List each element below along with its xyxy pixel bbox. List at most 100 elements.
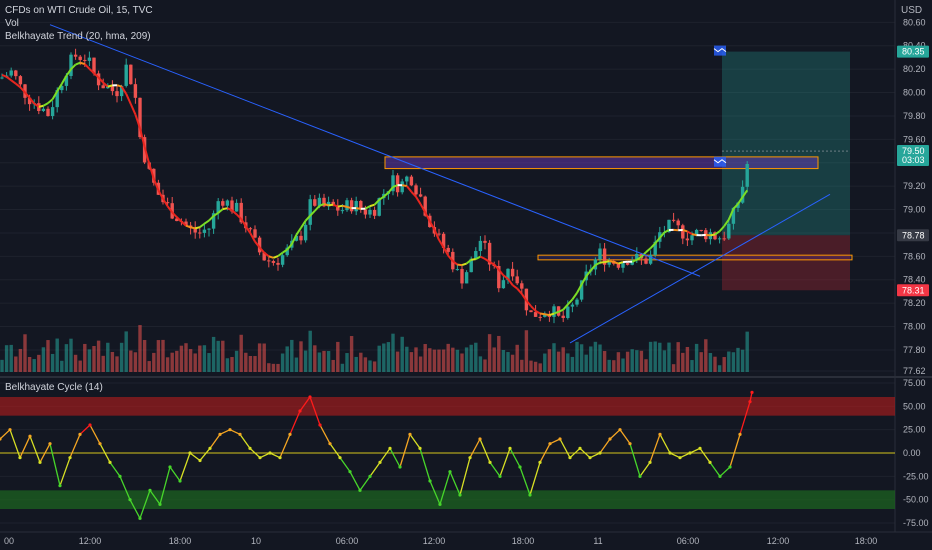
trend-segment: [290, 234, 298, 245]
candle: [322, 197, 326, 207]
candle: [133, 84, 138, 98]
trend-segment: [402, 184, 407, 187]
candle: [41, 108, 46, 111]
trend-segment: [741, 189, 749, 198]
volume-label[interactable]: Vol: [5, 18, 19, 29]
volume-bar: [409, 352, 414, 372]
volume-bar: [138, 325, 142, 372]
cycle-segment: [299, 396, 311, 412]
volume-bar: [0, 359, 4, 372]
candle: [676, 220, 680, 226]
cycle-indicator-label[interactable]: Belkhayate Cycle (14): [5, 382, 103, 393]
trend-segment: [530, 305, 537, 312]
candle: [248, 228, 253, 230]
volume-bar: [639, 350, 644, 372]
cycle-segment: [369, 461, 381, 477]
trend-segment: [42, 102, 49, 107]
trend-segment: [97, 76, 104, 84]
flag-icon: [713, 159, 727, 164]
trend-segment: [15, 82, 22, 89]
volume-bar: [230, 357, 234, 372]
candle: [326, 201, 331, 207]
trend-segment: [295, 227, 302, 236]
volume-bar: [78, 360, 82, 372]
volume-bar: [441, 349, 446, 372]
candle: [372, 209, 377, 216]
cycle-point: [708, 460, 712, 464]
candle: [46, 108, 50, 117]
volume-bar: [423, 344, 427, 372]
candle: [73, 54, 78, 57]
trend-segment: [686, 230, 693, 235]
cycle-segment: [569, 447, 581, 459]
volume-bar: [193, 353, 197, 372]
cycle-point: [38, 460, 42, 464]
candle: [14, 70, 18, 77]
trend-segment: [433, 229, 440, 241]
trend-segment: [535, 310, 541, 315]
candle: [552, 306, 556, 317]
volume-bar: [326, 351, 331, 372]
candle: [96, 73, 101, 86]
trend-segment: [102, 81, 109, 88]
candle: [731, 207, 736, 224]
cycle-point: [418, 446, 422, 450]
candle: [529, 310, 533, 313]
price-tick-label: 77.80: [903, 345, 926, 355]
price-label-box: [897, 154, 929, 167]
volume-bar: [161, 339, 165, 372]
candle: [138, 97, 142, 138]
volume-bar: [667, 342, 671, 372]
volume-bar: [202, 345, 207, 372]
volume-bar: [345, 353, 349, 372]
volume-bar: [395, 351, 400, 372]
trend-segment: [373, 199, 380, 206]
candle: [92, 57, 96, 74]
trend-indicator-label[interactable]: Belkhayate Trend (20, hma, 209): [5, 31, 151, 42]
cycle-point: [388, 446, 392, 450]
trend-segment: [235, 213, 242, 220]
cycle-point: [238, 432, 242, 436]
volume-bar: [717, 365, 722, 372]
volume-layer: [0, 325, 749, 372]
cycle-segment: [599, 438, 611, 454]
cycle-tick-label: -75.00: [903, 518, 929, 528]
trend-segment: [5, 76, 12, 82]
cycle-point: [278, 456, 282, 460]
trend-segment: [512, 284, 518, 290]
candle: [506, 268, 510, 281]
trend-segment: [691, 233, 697, 237]
candle: [202, 229, 207, 233]
trend-segment: [718, 225, 725, 232]
candle: [497, 265, 501, 289]
volume-bar: [253, 356, 257, 372]
trend-segment: [471, 258, 476, 261]
volume-bar: [584, 354, 588, 372]
candle: [271, 261, 276, 263]
cycle-segment: [149, 489, 161, 505]
symbol-title[interactable]: CFDs on WTI Crude Oil, 15, TVC: [5, 5, 153, 16]
candle: [575, 299, 579, 305]
axes-layer: 80.6080.4080.2080.0079.8079.6079.4079.20…: [4, 17, 929, 546]
trend-segment: [369, 203, 375, 208]
volume-bar: [115, 356, 119, 372]
volume-bar: [96, 340, 101, 372]
volume-bar: [589, 346, 593, 372]
candle: [363, 209, 368, 215]
volume-bar: [18, 348, 23, 372]
cycle-segment: [559, 438, 571, 458]
trend-segment: [723, 219, 730, 227]
cycle-segment: [399, 434, 411, 468]
cycle-point: [68, 456, 72, 460]
candle: [262, 252, 266, 261]
candle: [418, 194, 423, 197]
candle: [294, 235, 299, 241]
volume-bar: [184, 343, 188, 372]
trend-segment: [567, 298, 574, 306]
trend-segment: [479, 255, 486, 260]
cycle-segment: [489, 461, 501, 477]
trend-segment: [558, 308, 564, 313]
cycle-point: [738, 432, 742, 436]
flag-icon: [713, 47, 727, 53]
